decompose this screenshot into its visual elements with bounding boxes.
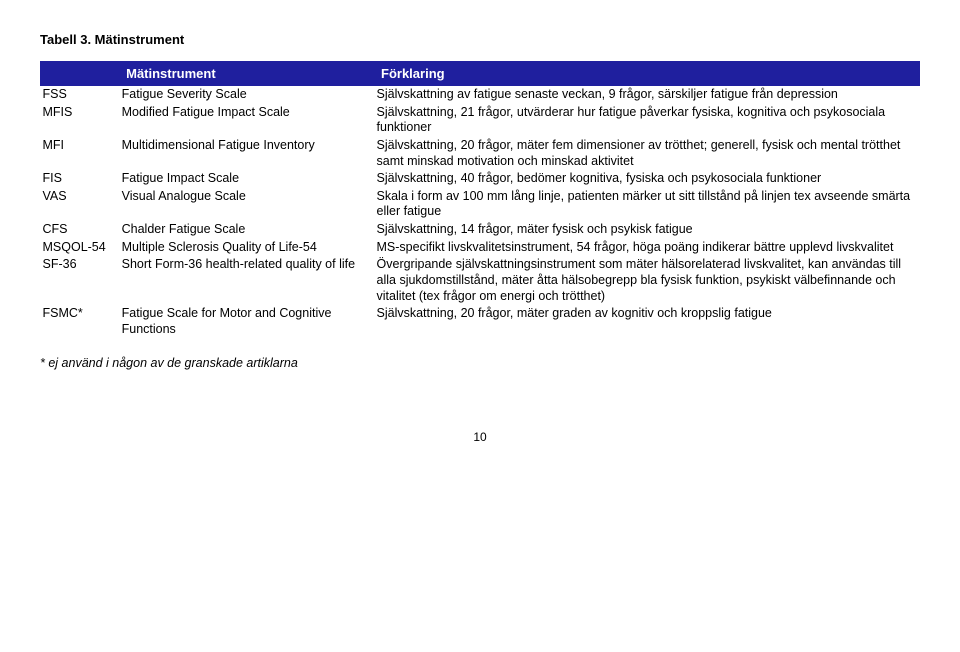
cell-desc: Självskattning, 40 frågor, bedömer kogni… [375,170,920,188]
cell-desc: Självskattning av fatigue senaste veckan… [375,86,920,104]
cell-name: Visual Analogue Scale [120,188,375,221]
table-row: FSMC* Fatigue Scale for Motor and Cognit… [41,305,920,338]
table-footnote: * ej använd i någon av de granskade arti… [40,356,920,370]
cell-name: Short Form-36 health-related quality of … [120,256,375,305]
cell-abbr: MFIS [41,104,120,137]
cell-desc: Självskattning, 20 frågor, mäter fem dim… [375,137,920,170]
table-row: FSS Fatigue Severity Scale Självskattnin… [41,86,920,104]
table-row: VAS Visual Analogue Scale Skala i form a… [41,188,920,221]
cell-abbr: MFI [41,137,120,170]
cell-abbr: SF-36 [41,256,120,305]
cell-name: Multidimensional Fatigue Inventory [120,137,375,170]
cell-abbr: VAS [41,188,120,221]
table-row: MFIS Modified Fatigue Impact Scale Själv… [41,104,920,137]
cell-desc: Självskattning, 21 frågor, utvärderar hu… [375,104,920,137]
cell-name: Modified Fatigue Impact Scale [120,104,375,137]
cell-abbr: MSQOL-54 [41,239,120,257]
page-number: 10 [40,430,920,444]
cell-desc: Självskattning, 14 frågor, mäter fysisk … [375,221,920,239]
cell-abbr: FIS [41,170,120,188]
cell-name: Fatigue Scale for Motor and Cognitive Fu… [120,305,375,338]
cell-desc: MS-specifikt livskvalitetsinstrument, 54… [375,239,920,257]
cell-abbr: FSMC* [41,305,120,338]
table-row: MFI Multidimensional Fatigue Inventory S… [41,137,920,170]
cell-desc: Självskattning, 20 frågor, mäter graden … [375,305,920,338]
table-row: SF-36 Short Form-36 health-related quali… [41,256,920,305]
cell-name: Chalder Fatigue Scale [120,221,375,239]
cell-desc: Skala i form av 100 mm lång linje, patie… [375,188,920,221]
instruments-table: Mätinstrument Förklaring FSS Fatigue Sev… [40,61,920,338]
table-row: MSQOL-54 Multiple Sclerosis Quality of L… [41,239,920,257]
table-row: FIS Fatigue Impact Scale Självskattning,… [41,170,920,188]
table-row: CFS Chalder Fatigue Scale Självskattning… [41,221,920,239]
header-blank [41,62,120,86]
cell-desc: Övergripande självskattningsinstrument s… [375,256,920,305]
cell-name: Fatigue Impact Scale [120,170,375,188]
table-header-row: Mätinstrument Förklaring [41,62,920,86]
cell-abbr: FSS [41,86,120,104]
header-instrument: Mätinstrument [120,62,375,86]
cell-name: Fatigue Severity Scale [120,86,375,104]
cell-name: Multiple Sclerosis Quality of Life-54 [120,239,375,257]
cell-abbr: CFS [41,221,120,239]
table-caption: Tabell 3. Mätinstrument [40,32,920,47]
header-explanation: Förklaring [375,62,920,86]
